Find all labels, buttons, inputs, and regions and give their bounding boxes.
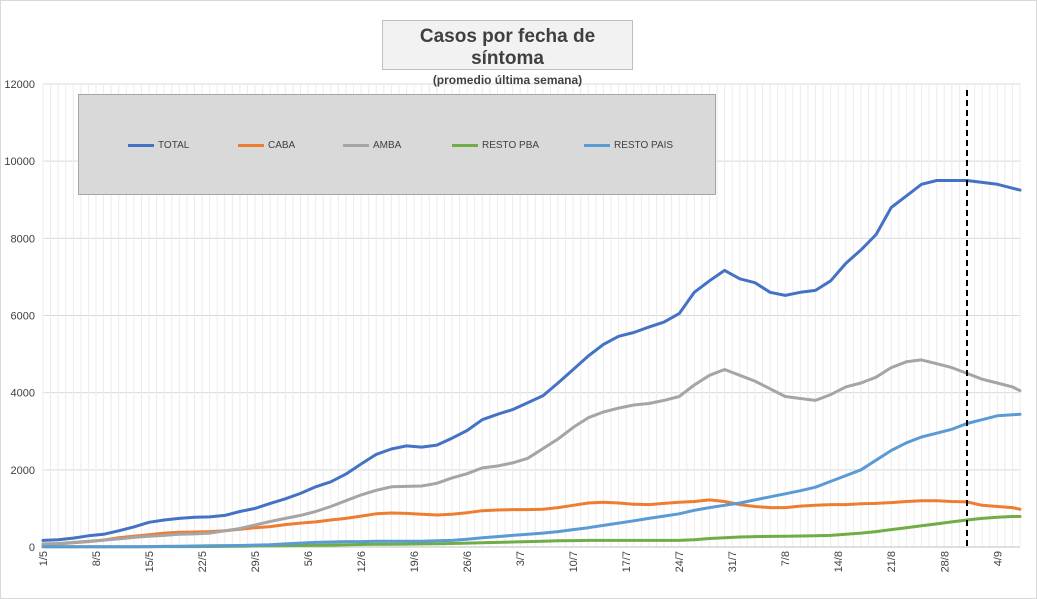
legend: TOTAL CABA AMBA RESTO PBA RESTO PAIS bbox=[78, 94, 716, 195]
legend-swatch-caba bbox=[238, 143, 264, 147]
x-axis-ticks: 1/5 8/5 15/5 22/5 29/5 5/6 12/6 19/6 26/6 3/7 10/7… bbox=[38, 551, 1004, 572]
x-tick-label: 14/8 bbox=[833, 551, 845, 572]
legend-item-resto-pba: RESTO PBA bbox=[452, 138, 539, 152]
series-line-caba bbox=[41, 498, 1022, 547]
x-tick-label: 7/8 bbox=[780, 551, 792, 566]
y-tick-label: 8000 bbox=[11, 233, 35, 245]
x-tick-label: 31/7 bbox=[727, 551, 739, 572]
series-line-total bbox=[41, 179, 1022, 542]
y-tick-label: 12000 bbox=[4, 79, 35, 91]
x-tick-label: 29/5 bbox=[250, 551, 262, 572]
legend-swatch-resto-pais bbox=[584, 143, 610, 147]
legend-swatch-amba bbox=[343, 143, 369, 147]
legend-label-resto-pba: RESTO PBA bbox=[482, 139, 540, 151]
x-tick-label: 21/8 bbox=[886, 551, 898, 572]
legend-label-total: TOTAL bbox=[158, 139, 190, 151]
x-tick-label: 17/7 bbox=[621, 551, 633, 572]
series-line-amba bbox=[41, 358, 1022, 546]
x-tick-label: 1/5 bbox=[38, 551, 50, 566]
legend-label-amba: AMBA bbox=[373, 139, 402, 151]
legend-label-caba: CABA bbox=[268, 139, 296, 151]
y-tick-label: 4000 bbox=[11, 388, 35, 400]
x-tick-label: 10/7 bbox=[568, 551, 580, 572]
legend-swatch-total bbox=[128, 143, 154, 147]
title-box: Casos por fecha de síntoma (promedio últ… bbox=[382, 20, 633, 87]
y-tick-label: 10000 bbox=[4, 156, 35, 168]
x-tick-label: 3/7 bbox=[515, 551, 527, 566]
legend-item-amba: AMBA bbox=[343, 138, 401, 152]
x-tick-label: 12/6 bbox=[356, 551, 368, 572]
x-tick-label: 8/5 bbox=[91, 551, 103, 566]
y-tick-label: 2000 bbox=[11, 465, 35, 477]
legend-item-resto-pais: RESTO PAIS bbox=[584, 138, 673, 152]
y-axis-ticks: 0 2000 4000 6000 8000 10000 12000 bbox=[4, 79, 35, 554]
legend-item-caba: CABA bbox=[238, 138, 295, 152]
x-tick-label: 5/6 bbox=[303, 551, 315, 566]
legend-item-total: TOTAL bbox=[128, 138, 189, 152]
x-tick-label: 26/6 bbox=[462, 551, 474, 572]
legend-swatch-resto-pba bbox=[452, 143, 478, 147]
legend-label-resto-pais: RESTO PAIS bbox=[614, 139, 674, 151]
x-tick-label: 4/9 bbox=[992, 551, 1004, 566]
x-tick-label: 28/8 bbox=[939, 551, 951, 572]
y-tick-label: 6000 bbox=[11, 311, 35, 323]
y-tick-label: 0 bbox=[29, 542, 35, 554]
chart-subtitle: (promedio última semana) bbox=[432, 73, 583, 87]
series-line-resto-pais bbox=[41, 412, 1022, 549]
series-lines bbox=[41, 179, 1022, 549]
x-tick-label: 24/7 bbox=[674, 551, 686, 572]
x-tick-label: 22/5 bbox=[197, 551, 209, 572]
x-tick-label: 19/6 bbox=[409, 551, 421, 572]
x-tick-label: 15/5 bbox=[144, 551, 156, 572]
chart-title: Casos por fecha de síntoma bbox=[419, 26, 596, 69]
